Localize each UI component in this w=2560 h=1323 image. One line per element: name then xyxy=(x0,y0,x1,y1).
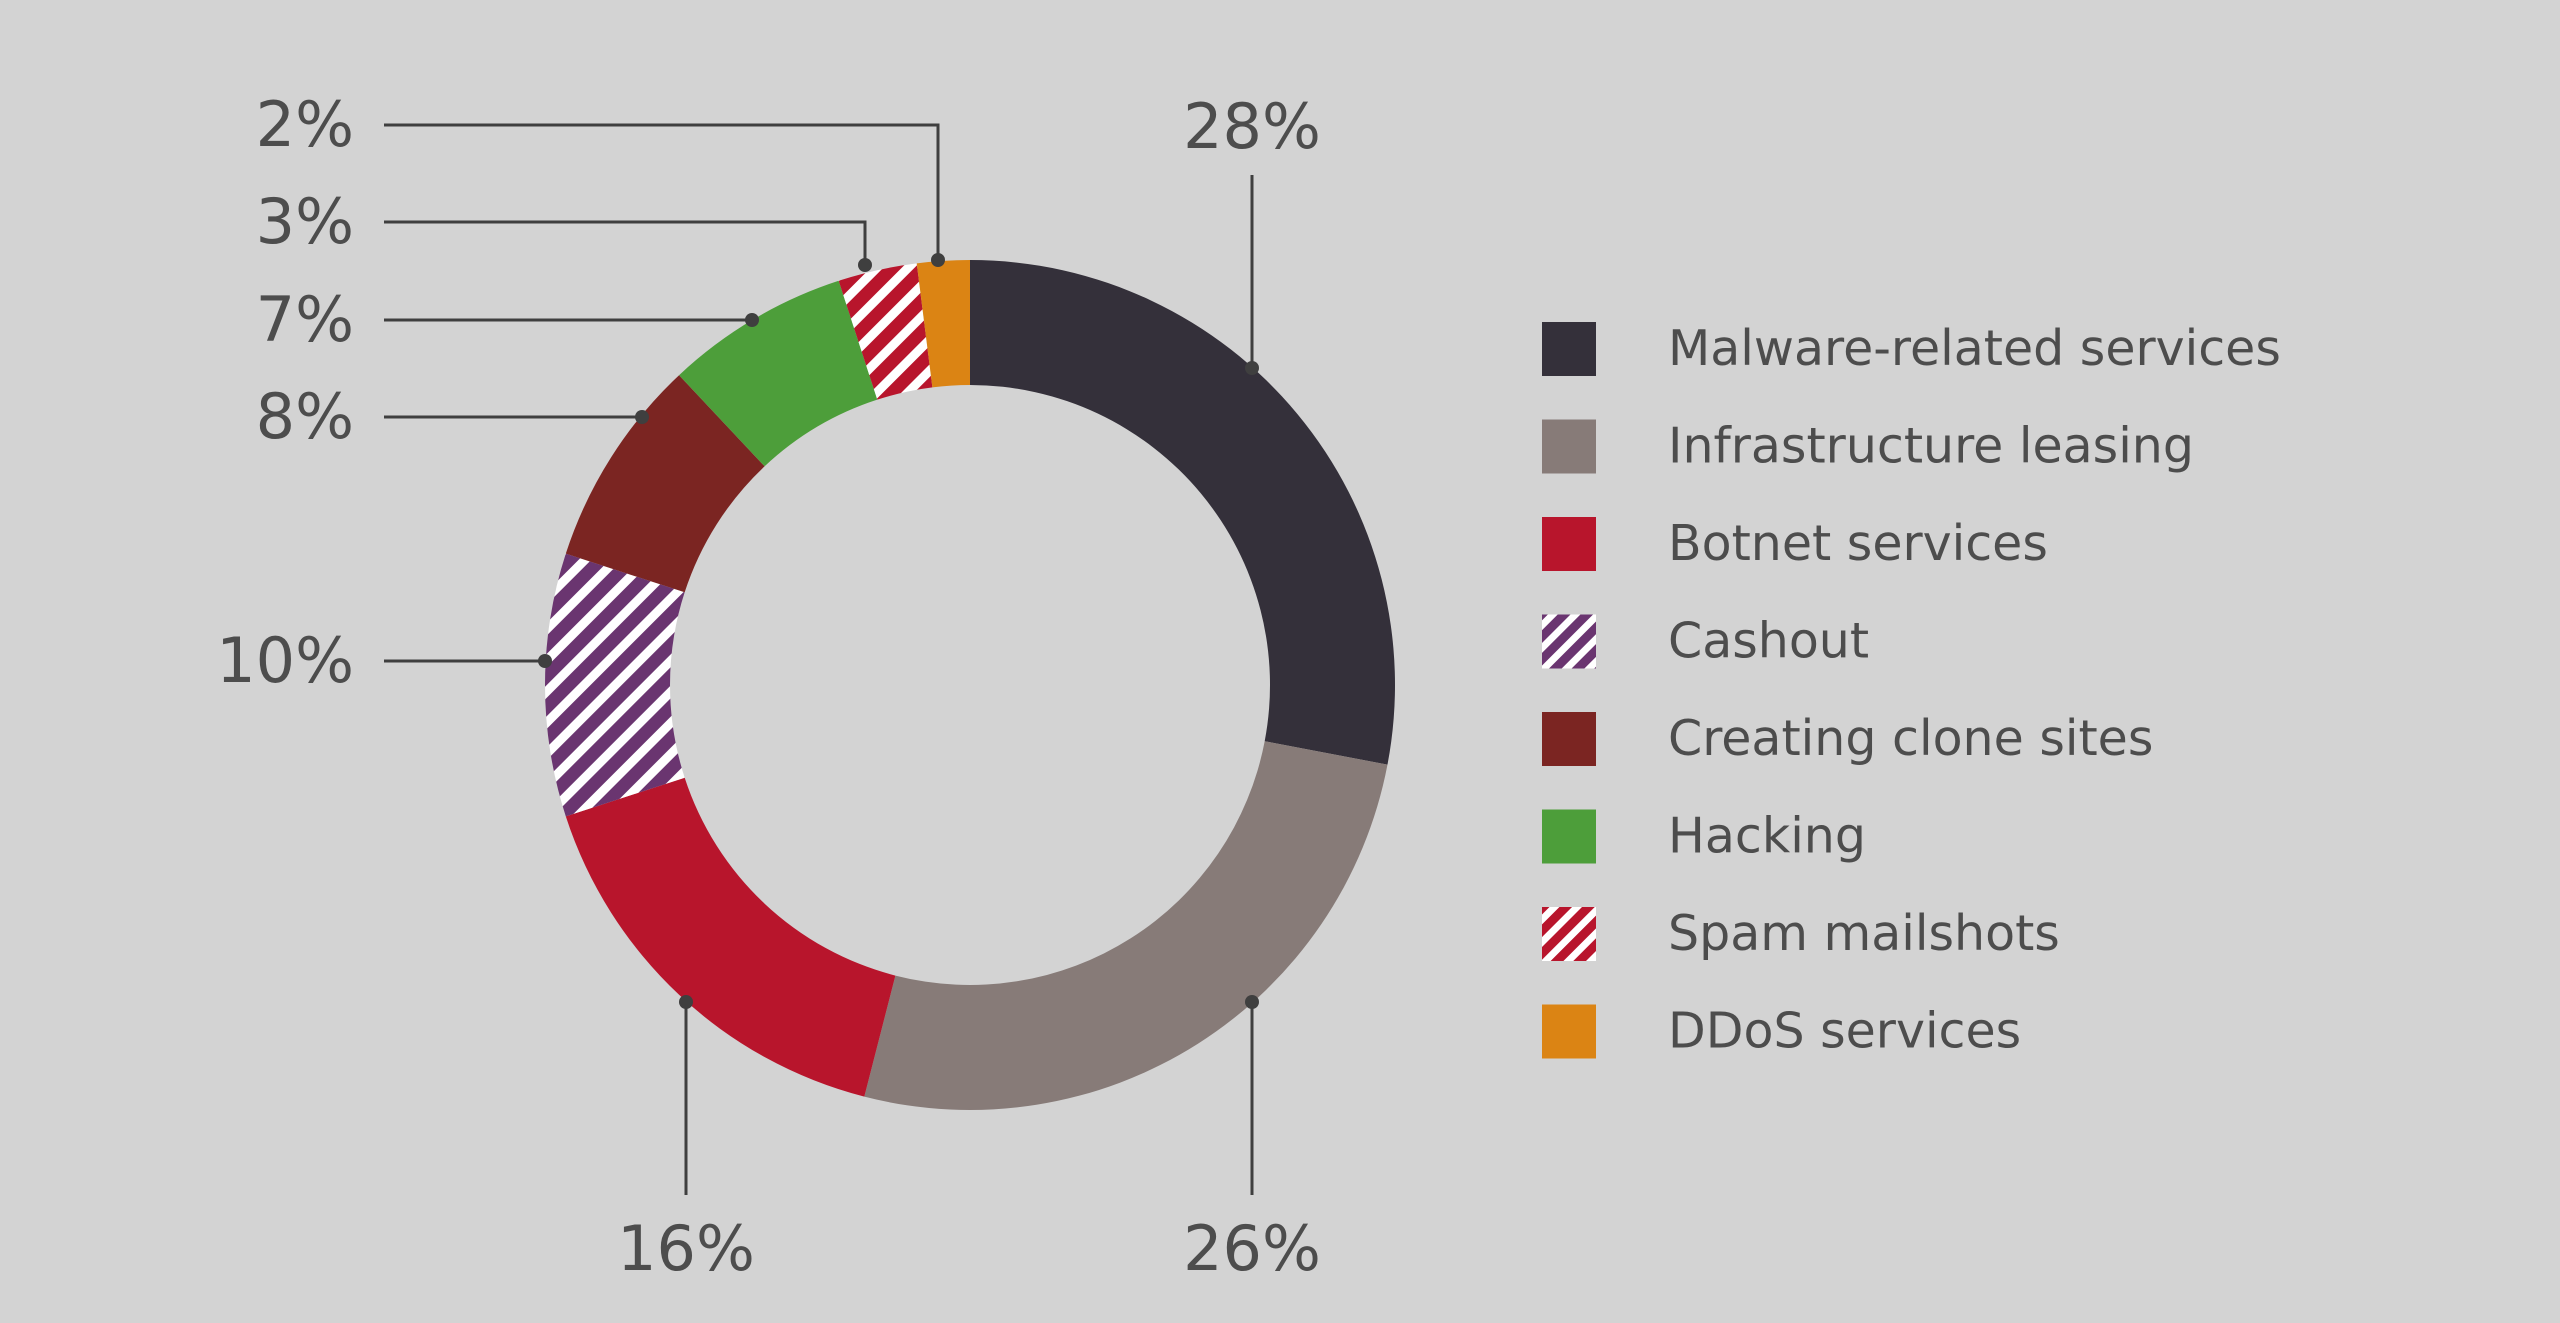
slice-spam-mailshots xyxy=(838,263,933,400)
legend-swatch-cashout xyxy=(1542,614,1596,669)
callout-dot-malware-related-services xyxy=(1245,361,1259,375)
value-label-creating-clone-sites: 8% xyxy=(256,380,354,453)
legend-label-creating-clone-sites: Creating clone sites xyxy=(1668,710,2153,767)
legend-label-ddos-services: DDoS services xyxy=(1668,1003,2021,1060)
slice-botnet-services xyxy=(565,777,896,1097)
legend-label-botnet-services: Botnet services xyxy=(1668,515,2048,572)
callout-dot-infrastructure-leasing xyxy=(1245,995,1259,1009)
legend-swatch-malware-related-services xyxy=(1542,322,1596,376)
callout-line-ddos-services xyxy=(384,123,940,260)
slice-creating-clone-sites xyxy=(565,375,765,593)
value-label-spam-mailshots: 3% xyxy=(256,185,354,258)
legend: Malware-related services Infrastructure l… xyxy=(1542,320,2281,1060)
callout-dot-botnet-services xyxy=(679,995,693,1009)
legend-swatch-infrastructure-leasing xyxy=(1542,419,1596,474)
value-label-malware-related-services: 28% xyxy=(1183,90,1321,163)
legend-swatch-spam-mailshots xyxy=(1542,907,1596,961)
callout-line-spam-mailshots xyxy=(384,220,867,265)
legend-label-malware-related-services: Malware-related services xyxy=(1668,320,2281,377)
legend-label-infrastructure-leasing: Infrastructure leasing xyxy=(1668,418,2194,475)
legend-swatch-botnet-services xyxy=(1542,517,1596,571)
callout-dot-spam-mailshots xyxy=(858,258,872,272)
callout-dot-cashout xyxy=(538,654,552,668)
legend-label-cashout: Cashout xyxy=(1668,613,1869,670)
slice-cashout xyxy=(545,553,685,817)
callout-dot-creating-clone-sites xyxy=(635,410,649,424)
callout-dot-hacking xyxy=(745,313,759,327)
slices xyxy=(545,260,1395,1111)
legend-label-hacking: Hacking xyxy=(1668,808,1866,865)
value-label-infrastructure-leasing: 26% xyxy=(1183,1212,1321,1285)
slice-malware-related-services xyxy=(970,260,1395,765)
value-label-cashout: 10% xyxy=(216,624,354,697)
slice-infrastructure-leasing xyxy=(864,741,1388,1111)
value-label-hacking: 7% xyxy=(256,283,354,356)
callouts: 28% 26% 16% 10% 8% 7% 3% 2% xyxy=(216,88,1321,1285)
value-label-ddos-services: 2% xyxy=(256,88,354,161)
legend-swatch-hacking xyxy=(1542,809,1596,864)
legend-swatch-creating-clone-sites xyxy=(1542,712,1596,766)
slice-ddos-services xyxy=(916,260,970,388)
legend-swatch-ddos-services xyxy=(1542,1004,1596,1059)
callout-dot-ddos-services xyxy=(931,253,945,267)
legend-label-spam-mailshots: Spam mailshots xyxy=(1668,905,2060,962)
value-label-botnet-services: 16% xyxy=(617,1212,755,1285)
slice-hacking xyxy=(679,280,878,467)
